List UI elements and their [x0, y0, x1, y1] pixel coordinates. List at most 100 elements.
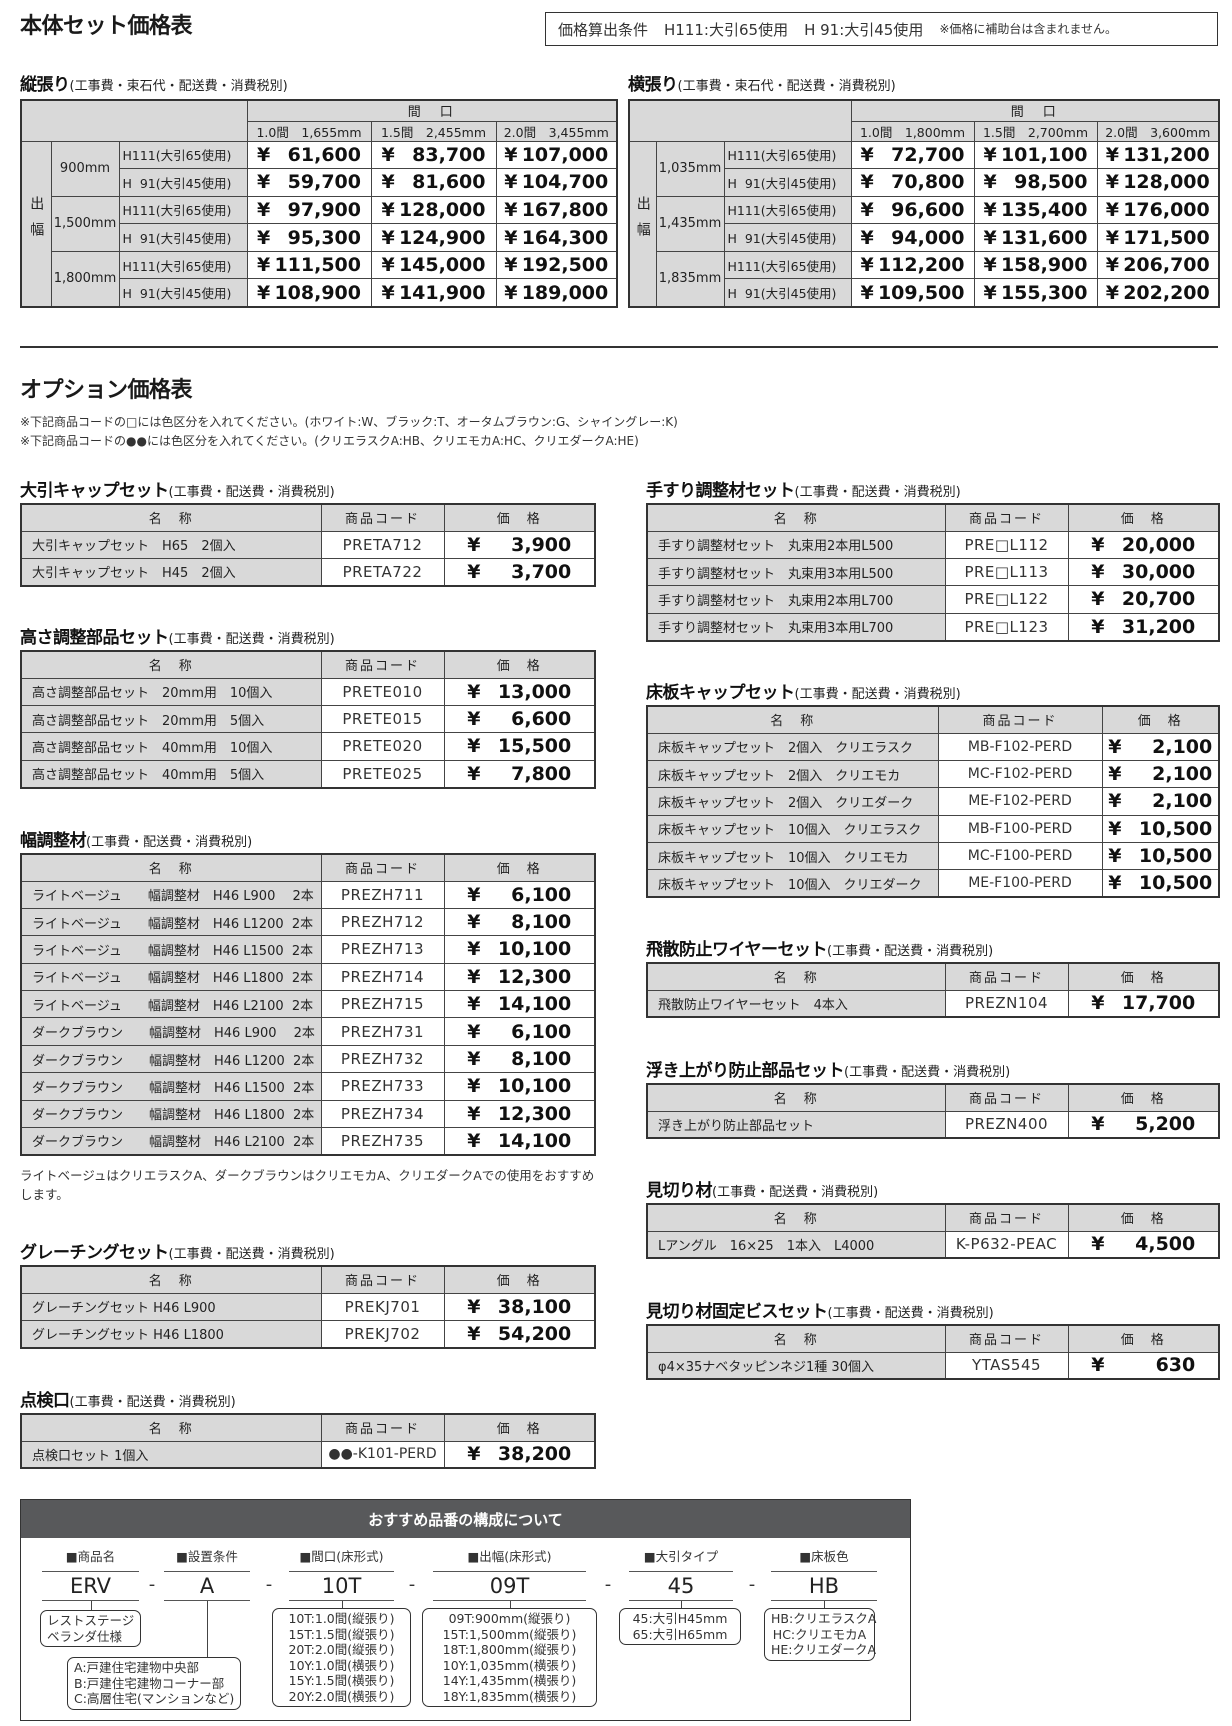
- price-cell: ¥128,000: [370, 195, 497, 225]
- price-cell: ¥8,100: [443, 907, 596, 937]
- yen-sign: ¥: [1091, 533, 1105, 556]
- code-header: 商品コード: [944, 1324, 1069, 1353]
- price-value: 3,700: [511, 560, 572, 583]
- vertical-section-heading: 縦張り (工事費・束石代・配送費・消費税別): [20, 70, 288, 95]
- price-value: 8,100: [511, 911, 572, 934]
- price-cell: ¥164,300: [495, 223, 618, 252]
- product-code: PREZN104: [944, 989, 1069, 1018]
- price-cell: ¥14,100: [443, 990, 596, 1019]
- segment-options-box: 45:大引H45mm 65:大引H65mm: [619, 1608, 741, 1645]
- segment-option: 15T:1,500mm(縦張り): [442, 1626, 577, 1642]
- price-value: 10,100: [497, 1075, 572, 1098]
- header-row: 名 称商品コード価 格: [646, 962, 1220, 991]
- yen-sign: ¥: [381, 198, 395, 221]
- table-row: H 91(大引45使用) ¥109,500 ¥155,300 ¥202,200: [629, 278, 1220, 308]
- price-value: 61,600: [287, 143, 361, 166]
- price-cell: ¥109,500: [850, 278, 975, 308]
- table-row: 出幅 900mm H111(大引65使用) ¥61,600 ¥83,700 ¥107,00…: [20, 140, 618, 308]
- price-cell: ¥135,400: [973, 195, 1098, 225]
- yen-sign: ¥: [1105, 254, 1119, 277]
- price-value: 630: [1155, 1354, 1196, 1377]
- vertical-price-table: 間 口 1.0間 1,655mm 1.5間 2,455mm 2.0間 3,455mm 出…: [20, 99, 619, 308]
- beam-type: H 91(大引45使用): [723, 168, 852, 197]
- price-cell: ¥167,800: [495, 195, 618, 225]
- price-cell: ¥158,900: [973, 250, 1098, 280]
- price-value: 17,700: [1121, 992, 1196, 1015]
- yen-sign: ¥: [257, 143, 271, 166]
- price-value: 81,600: [412, 171, 486, 194]
- product-code: PRETE010: [320, 677, 445, 706]
- yen-sign: ¥: [467, 708, 481, 731]
- price-value: 6,100: [511, 1020, 572, 1043]
- connector-line: [90, 1601, 92, 1610]
- price-value: 96,600: [891, 198, 965, 221]
- price-value: 2,100: [1152, 790, 1213, 813]
- table-row: ダークブラウン 幅調整材 H46 L900 2本 PREZH731 ¥6,100: [20, 1017, 596, 1046]
- product-name: ダークブラウン 幅調整材 H46 L1500 2本: [20, 1072, 322, 1101]
- table-row: 床板キャップセット 10個入 クリエラスク MB-F100-PERD ¥10,500: [646, 814, 1220, 844]
- segment-option: HE:クリエダークA: [771, 1642, 877, 1657]
- price-value: 128,000: [398, 198, 486, 221]
- price-cell: ¥61,600: [246, 140, 372, 170]
- product-name: 床板キャップセット 10個入 クリエモカ: [646, 842, 939, 871]
- yen-sign: ¥: [1105, 281, 1119, 304]
- yen-sign: ¥: [1105, 226, 1119, 249]
- code-header: 商品コード: [320, 1265, 445, 1294]
- product-name: ライトベージュ 幅調整材 H46 L900 2本: [20, 880, 322, 909]
- table-row: 浮き上がり防止部品セット PREZN400 ¥5,200: [646, 1110, 1220, 1139]
- table-row: ダークブラウン 幅調整材 H46 L2100 2本 PREZH735 ¥14,100: [20, 1127, 596, 1156]
- segment-code: 10T: [289, 1571, 394, 1601]
- yen-sign: ¥: [983, 143, 997, 166]
- price-cell: ¥6,100: [443, 880, 596, 909]
- price-cell: ¥59,700: [246, 168, 372, 197]
- price-cell: ¥12,300: [443, 962, 596, 992]
- product-code: PRETE015: [320, 704, 445, 734]
- price-value: 112,200: [877, 254, 965, 277]
- code-header: 商品コード: [944, 1203, 1069, 1232]
- price-value: 5,200: [1135, 1113, 1196, 1136]
- yen-sign: ¥: [257, 281, 271, 304]
- options-note-1: ※下記商品コードの□には色区分を入れてください。(ホワイト:W、ブラック:T、オ…: [20, 415, 678, 429]
- yen-sign: ¥: [467, 680, 481, 703]
- yen-sign: ¥: [1105, 171, 1119, 194]
- code-header: 商品コード: [320, 650, 445, 679]
- section-subtitle: (工事費・配送費・消費税別): [844, 1065, 1011, 1080]
- price-value: 2,100: [1152, 735, 1213, 758]
- header-row: 間 口: [628, 99, 1220, 142]
- product-name: ライトベージュ 幅調整材 H46 L2100 2本: [20, 990, 322, 1019]
- yen-sign: ¥: [983, 198, 997, 221]
- header-row: 名 称商品コード価 格: [20, 650, 596, 679]
- price-value: 38,200: [497, 1443, 572, 1466]
- option-price-table: 名 称商品コード価 格点検口セット 1個入 ●●-K101-PERD ¥38,200: [20, 1413, 596, 1470]
- price-cell: ¥38,200: [443, 1440, 596, 1469]
- option-price-table: 名 称商品コード価 格手すり調整材セット 丸束用2本用L500 PRE□L112 ¥…: [646, 503, 1220, 642]
- code-header: 商品コード: [937, 705, 1103, 734]
- section-title: グレーチングセット: [20, 1243, 169, 1263]
- yen-sign: ¥: [1091, 992, 1105, 1015]
- frontage-header: 間 口: [850, 99, 1220, 122]
- yen-sign: ¥: [467, 938, 481, 961]
- price-header: 価 格: [1101, 705, 1220, 734]
- price-value: 15,500: [497, 735, 572, 758]
- price-value: 13,000: [497, 680, 572, 703]
- product-name: Lアングル 16×25 1本入 L4000: [646, 1230, 946, 1259]
- header-row: 名 称商品コード価 格: [20, 1413, 596, 1442]
- header-row: 名 称商品コード価 格: [646, 1203, 1220, 1232]
- product-name: 手すり調整材セット 丸束用2本用L500: [646, 530, 946, 559]
- yen-sign: ¥: [1108, 735, 1122, 758]
- product-name: 大引キャップセット H65 2個入: [20, 530, 322, 559]
- product-code: ME-F100-PERD: [937, 869, 1103, 898]
- product-name: 床板キャップセット 10個入 クリエダーク: [646, 869, 939, 898]
- beam-type: H111(大引65使用): [723, 250, 852, 280]
- yen-sign: ¥: [1091, 1233, 1105, 1256]
- segment-option: 18Y:1,835mm(横張り): [442, 1688, 577, 1704]
- segment-options-box: 09T:900mm(縦張り) 15T:1,500mm(縦張り) 18T:1,800m…: [422, 1608, 597, 1707]
- price-header: 価 格: [1067, 503, 1220, 532]
- segment-option: 10Y:1,035mm(横張り): [442, 1657, 577, 1673]
- segment-options-box: HB:クリエラスクA HC:クリエモカA HE:クリエダークA: [764, 1608, 877, 1661]
- conditions-h111: H111:大引65使用: [664, 20, 789, 39]
- price-header: 価 格: [443, 1265, 596, 1294]
- header-row: 名 称商品コード価 格: [20, 1265, 596, 1294]
- section-title: 見切り材: [646, 1181, 713, 1201]
- section-subtitle: (工事費・配送費・消費税別): [794, 485, 961, 500]
